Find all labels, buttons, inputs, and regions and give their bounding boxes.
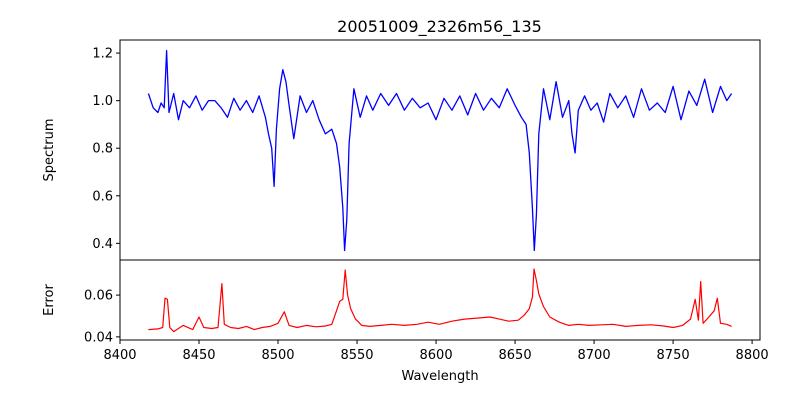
x-tick-label: 8400: [103, 348, 136, 363]
spectrum-y-tick-label: 1.0: [92, 94, 113, 109]
spectrum-series-line: [147, 50, 733, 252]
x-tick-label: 8450: [182, 348, 215, 363]
spectrum-plot-frame: [119, 39, 761, 261]
spectrum-y-tick-label: 0.8: [92, 142, 113, 157]
error-plot-frame: [119, 259, 761, 341]
error-series-line: [148, 268, 732, 333]
error-y-tick-label: 0.04: [84, 330, 113, 345]
chart-title: 20051009_2326m56_135: [337, 17, 542, 37]
spectrum-y-tick-label: 0.4: [92, 237, 113, 252]
spectrum-y-ticks: [116, 52, 120, 244]
error-y-axis-label: Error: [42, 284, 57, 316]
spectrum-y-tick-label: 0.6: [92, 189, 113, 204]
spectrum-y-tick-label: 1.2: [92, 47, 113, 62]
error-y-tick-labels: 0.04 0.06: [84, 289, 113, 346]
x-tick-label: 8550: [340, 348, 373, 363]
x-tick-label: 8650: [499, 348, 532, 363]
error-axis-ticks: [116, 294, 753, 344]
x-tick-label: 8600: [420, 348, 453, 363]
error-y-tick-label: 0.06: [84, 289, 113, 304]
x-tick-label: 8700: [578, 348, 611, 363]
spectrum-panel: 0.4 0.6 0.8 1.0 1.2 Spectrum: [42, 39, 761, 261]
error-panel: 0.04 0.06 8400 8450 8500 8550 8600 8650 8700 875…: [42, 259, 769, 384]
x-tick-label: 8750: [657, 348, 690, 363]
error-x-tick-labels: 8400 8450 8500 8550 8600 8650 8700 8750 8800: [103, 348, 768, 363]
spectrum-y-axis-label: Spectrum: [42, 119, 57, 182]
x-axis-label: Wavelength: [401, 369, 478, 384]
spectrum-y-tick-labels: 0.4 0.6 0.8 1.0 1.2: [92, 47, 113, 252]
x-tick-label: 8800: [736, 348, 769, 363]
x-tick-label: 8500: [261, 348, 294, 363]
